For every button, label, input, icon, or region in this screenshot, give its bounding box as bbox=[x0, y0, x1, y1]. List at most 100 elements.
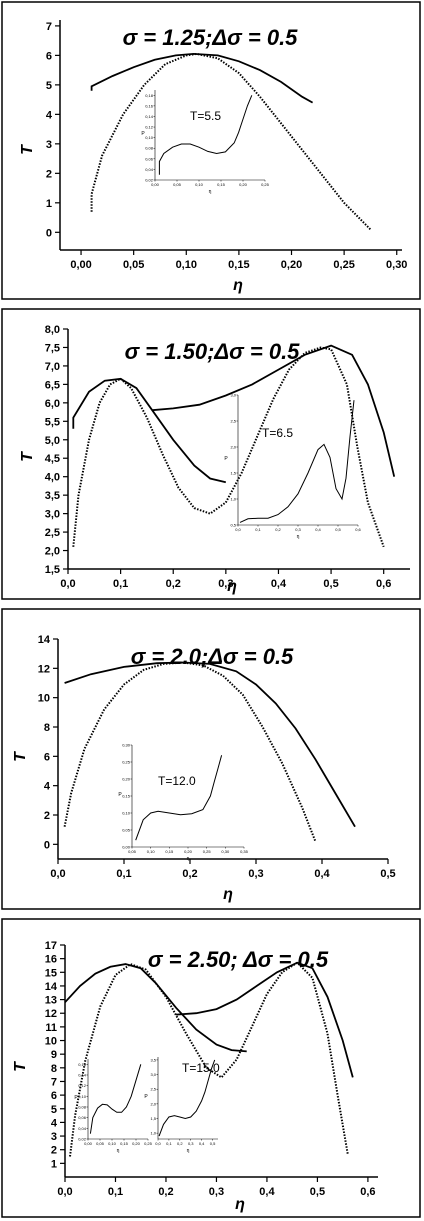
inset-y-tick-label: 0,02 bbox=[145, 178, 154, 183]
inset-y-tick-label: 1,0 bbox=[150, 1131, 156, 1136]
y-tick-label: 6,0 bbox=[45, 398, 60, 410]
inset-x-tick-label: 0,25 bbox=[144, 1141, 153, 1146]
inset-x-tick-label: 0,6 bbox=[355, 527, 361, 532]
inset-x-tick-label: 0,5 bbox=[335, 527, 341, 532]
inset-x-axis-label: η bbox=[117, 1148, 120, 1154]
inset-y-tick-label: 0,08 bbox=[145, 146, 154, 151]
inset-x-tick-label: 0,4 bbox=[315, 527, 321, 532]
x-tick-label: 0,3 bbox=[218, 578, 233, 590]
x-tick-label: 0,4 bbox=[259, 1186, 275, 1198]
chart-panel-1: 0,00 0,05 0,10 0,15 0,20 0,25 0,30 0 1 2 3 4 5 6 7 0,00… bbox=[0, 0, 424, 303]
inset-x-tick-label: 0,2 bbox=[275, 527, 281, 532]
inset-y-tick-label: 0,04 bbox=[78, 1126, 87, 1131]
x-tick-label: 0,20 bbox=[281, 259, 302, 271]
inset-x-tick-label: 0,00 bbox=[151, 182, 160, 187]
chart-svg-4: 0,0 0,1 0,2 0,3 0,4 0,5 0,61234567891011121314… bbox=[1, 918, 421, 1218]
y-tick-label: 9 bbox=[51, 1049, 57, 1061]
inset-x-tick-label: 0,25 bbox=[261, 182, 270, 187]
inset-y-tick-label: 0,12 bbox=[78, 1083, 87, 1088]
y-axis-label: T bbox=[12, 1061, 29, 1072]
inset-x-tick-label: 0,35 bbox=[240, 849, 249, 854]
x-axis-label: η bbox=[227, 578, 237, 595]
y-tick-label: 1,5 bbox=[45, 564, 60, 576]
y-tick-label: 2 bbox=[44, 810, 50, 822]
inset-curve bbox=[158, 1059, 216, 1137]
inset-y-tick-label: 0,14 bbox=[78, 1073, 87, 1078]
chart-panel-4: 0,0 0,1 0,2 0,3 0,4 0,5 0,6 1 2 3 4 5 6 7 8 9 10 11 12 13 14… bbox=[0, 917, 424, 1221]
chart-svg-3: 0,0 0,1 0,2 0,3 0,4 0,5 0 2 4 6 8 10 12 14 0,05 0,10 0,1… bbox=[1, 608, 421, 910]
y-tick-label: 6 bbox=[46, 50, 52, 62]
y-tick-label: 6 bbox=[44, 751, 50, 763]
series-line-2 bbox=[176, 961, 354, 1078]
inset-label: T=12.0 bbox=[158, 774, 196, 788]
series-line-3 bbox=[72, 346, 385, 548]
inset-y-tick-label: 0,00 bbox=[122, 845, 131, 850]
inset-y-tick-label: 0,16 bbox=[145, 103, 154, 108]
series-line-1 bbox=[72, 377, 227, 484]
inset-y-tick-label: 2,5 bbox=[150, 1087, 156, 1092]
inset-x-tick-label: 0,0 bbox=[155, 1141, 161, 1146]
y-tick-label: 11 bbox=[45, 1022, 57, 1034]
y-tick-label: 2,5 bbox=[45, 527, 60, 539]
y-tick-label: 2 bbox=[46, 168, 52, 180]
x-tick-label: 0,00 bbox=[70, 259, 91, 271]
inset-x-tick-label: 0,30 bbox=[221, 849, 230, 854]
inset-y-tick-label: 3,5 bbox=[150, 1057, 156, 1062]
y-tick-label: 6,5 bbox=[45, 379, 60, 391]
y-tick-label: 3 bbox=[51, 1131, 57, 1143]
x-axis-label: η bbox=[223, 886, 233, 903]
chart-title: σ = 2.50; Δσ = 0.5 bbox=[148, 947, 329, 972]
inset-y-tick-label: 0,10 bbox=[122, 811, 131, 816]
inset-y-tick-label: 0,08 bbox=[78, 1105, 87, 1110]
x-tick-label: 0,2 bbox=[182, 868, 197, 880]
y-tick-label: 4 bbox=[46, 109, 53, 121]
series-line-3 bbox=[69, 961, 349, 1157]
y-tick-label: 8 bbox=[51, 1063, 57, 1075]
inset-x-tick-label: 0,2 bbox=[177, 1141, 183, 1146]
inset-x-tick-label: 0,1 bbox=[166, 1141, 172, 1146]
chart-panel-2: 0,0 0,1 0,2 0,3 0,4 0,5 0,6 1,5 2,0 2,5 3,0 3,5 4,0 4… bbox=[0, 307, 424, 603]
inset-x-tick-label: 0,05 bbox=[173, 182, 182, 187]
inset-y-tick-label: 0,04 bbox=[145, 167, 154, 172]
y-tick-label: 14 bbox=[38, 634, 51, 646]
x-tick-label: 0,4 bbox=[314, 868, 330, 880]
inset-y-tick-label: 0,06 bbox=[145, 156, 154, 161]
inset-y-tick-label: 0,25 bbox=[122, 760, 131, 765]
series-line-2 bbox=[152, 344, 396, 477]
y-axis-label: T bbox=[19, 451, 36, 462]
series-line-2 bbox=[63, 661, 317, 842]
series-line-1 bbox=[64, 963, 247, 1053]
inset-y-tick-label: 0,20 bbox=[122, 777, 131, 782]
inset-y-tick-label: 0,15 bbox=[122, 794, 131, 799]
x-tick-label: 0,5 bbox=[310, 1186, 325, 1198]
series-line-1 bbox=[90, 52, 314, 104]
y-tick-label: 8,0 bbox=[45, 324, 60, 336]
x-axis-label: η bbox=[233, 277, 243, 294]
y-tick-label: 4,5 bbox=[45, 453, 60, 465]
inset-y-tick-label: 0,14 bbox=[145, 114, 154, 119]
panel-frame bbox=[1, 608, 421, 910]
inset-x-axis-label: η bbox=[209, 189, 212, 195]
y-tick-label: 13 bbox=[45, 995, 57, 1007]
inset-label: T=6.5 bbox=[262, 426, 293, 440]
x-tick-label: 0,3 bbox=[248, 868, 263, 880]
inset-y-tick-label: 0,18 bbox=[145, 93, 154, 98]
x-tick-label: 0,2 bbox=[166, 578, 181, 590]
x-tick-label: 0,3 bbox=[209, 1186, 224, 1198]
inset-y-tick-label: 1,0 bbox=[230, 497, 236, 502]
inset-y-tick-label: 0,02 bbox=[78, 1137, 87, 1142]
y-tick-label: 3,5 bbox=[45, 490, 60, 502]
inset-y-tick-label: 1,5 bbox=[230, 471, 236, 476]
chart-svg-2: 0,0 0,1 0,2 0,3 0,4 0,5 0,6 1,5 2,0 2,5 3,0 3,5 4,0 4… bbox=[1, 308, 421, 600]
x-tick-label: 0,5 bbox=[380, 868, 395, 880]
inset-y-axis-label: P bbox=[74, 1095, 78, 1101]
inset-y-tick-label: 0,10 bbox=[145, 135, 154, 140]
y-tick-label: 1 bbox=[51, 1158, 57, 1170]
y-tick-label: 15 bbox=[45, 967, 57, 979]
inset-x-tick-label: 0,20 bbox=[239, 182, 248, 187]
x-tick-label: 0,1 bbox=[113, 578, 128, 590]
inset-y-tick-label: 0,06 bbox=[78, 1115, 87, 1120]
y-tick-label: 3,0 bbox=[45, 509, 60, 521]
y-tick-label: 17 bbox=[45, 940, 57, 952]
panel-frame bbox=[1, 918, 421, 1218]
